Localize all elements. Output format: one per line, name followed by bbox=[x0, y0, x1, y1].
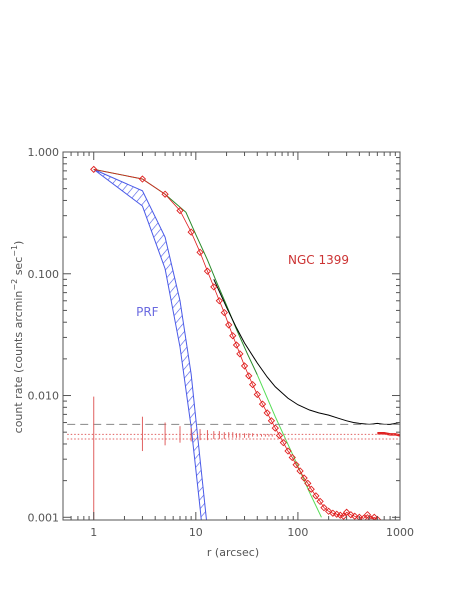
profile-point bbox=[355, 513, 364, 520]
profile-point bbox=[342, 508, 351, 516]
y-tick-label: 1.000 bbox=[28, 146, 60, 159]
profile-point bbox=[339, 512, 348, 520]
x-tick-label: 1 bbox=[90, 526, 97, 539]
profile-point bbox=[304, 479, 312, 487]
prf-band-lower-edge bbox=[93, 168, 202, 520]
y-axis-title-end: ) bbox=[12, 241, 25, 245]
profile-point bbox=[215, 297, 223, 305]
annotation-label: NGC 1399 bbox=[288, 253, 349, 267]
profile-point bbox=[373, 515, 381, 520]
profile-point bbox=[271, 424, 279, 432]
x-tick-label: 1000 bbox=[386, 526, 414, 539]
profile-point bbox=[253, 390, 261, 399]
y-tick-label: 0.010 bbox=[28, 390, 60, 403]
profile-point bbox=[296, 467, 304, 475]
profile-point bbox=[138, 175, 147, 183]
profile-point bbox=[187, 228, 195, 236]
prf-band bbox=[93, 169, 207, 520]
profile-connector bbox=[93, 168, 378, 520]
profile-point bbox=[161, 190, 169, 198]
axes: 1 10 100 1000 0.001 0.010 0.100 1.000 NGC 1399 PR… bbox=[28, 146, 415, 539]
profile-point bbox=[90, 165, 98, 174]
y-axis-title-sup2: −1 bbox=[10, 245, 19, 257]
plot-frame bbox=[62, 151, 401, 521]
y-axis-title-main: count rate (counts arcmin bbox=[12, 291, 25, 434]
series-line-1 bbox=[93, 168, 258, 376]
profile-point bbox=[240, 362, 249, 370]
series-line-2 bbox=[256, 374, 322, 518]
profile-point bbox=[267, 417, 276, 425]
y-axis-title-sup1: −2 bbox=[10, 279, 19, 291]
profile-point bbox=[236, 350, 244, 358]
profile-point bbox=[263, 409, 271, 417]
profile-point bbox=[370, 513, 378, 520]
profile-point bbox=[220, 308, 228, 317]
profile-point bbox=[316, 497, 324, 506]
profile-point bbox=[359, 514, 368, 520]
prf-band-upper-edge bbox=[93, 168, 207, 520]
profile-point bbox=[347, 511, 355, 519]
profile-point bbox=[258, 400, 267, 408]
profile-point bbox=[351, 512, 359, 520]
profile-point bbox=[307, 485, 315, 493]
y-axis-title-mid: sec bbox=[12, 257, 25, 279]
profile-point bbox=[196, 248, 204, 256]
series-line-3 bbox=[213, 279, 400, 425]
profile-point bbox=[225, 321, 233, 329]
profile-point bbox=[300, 474, 308, 482]
profile-point bbox=[248, 380, 257, 389]
profile-point bbox=[232, 341, 241, 349]
y-axis-title: count rate (counts arcmin−2 sec−1) bbox=[10, 241, 25, 434]
x-tick-label: 10 bbox=[189, 526, 203, 539]
profile-point bbox=[320, 504, 328, 512]
x-tick-label: 100 bbox=[287, 526, 308, 539]
profile-point bbox=[329, 509, 337, 517]
y-tick-label: 0.100 bbox=[28, 268, 60, 281]
annotation-label: PRF bbox=[136, 305, 159, 319]
profile-point bbox=[245, 372, 253, 380]
profile-point bbox=[312, 492, 320, 500]
profile-point bbox=[176, 206, 184, 215]
profile-point bbox=[363, 511, 372, 519]
profile-point bbox=[210, 283, 218, 291]
profile-point bbox=[292, 461, 300, 469]
y-tick-label: 0.001 bbox=[28, 511, 60, 524]
profile-point bbox=[325, 507, 333, 515]
profile-point bbox=[203, 267, 212, 275]
profile-point bbox=[229, 332, 237, 340]
profile-point bbox=[288, 453, 296, 462]
x-axis-title: r (arcsec) bbox=[207, 546, 259, 559]
profile-point bbox=[284, 447, 292, 455]
profile-point bbox=[279, 439, 287, 447]
plot-area bbox=[67, 165, 400, 520]
